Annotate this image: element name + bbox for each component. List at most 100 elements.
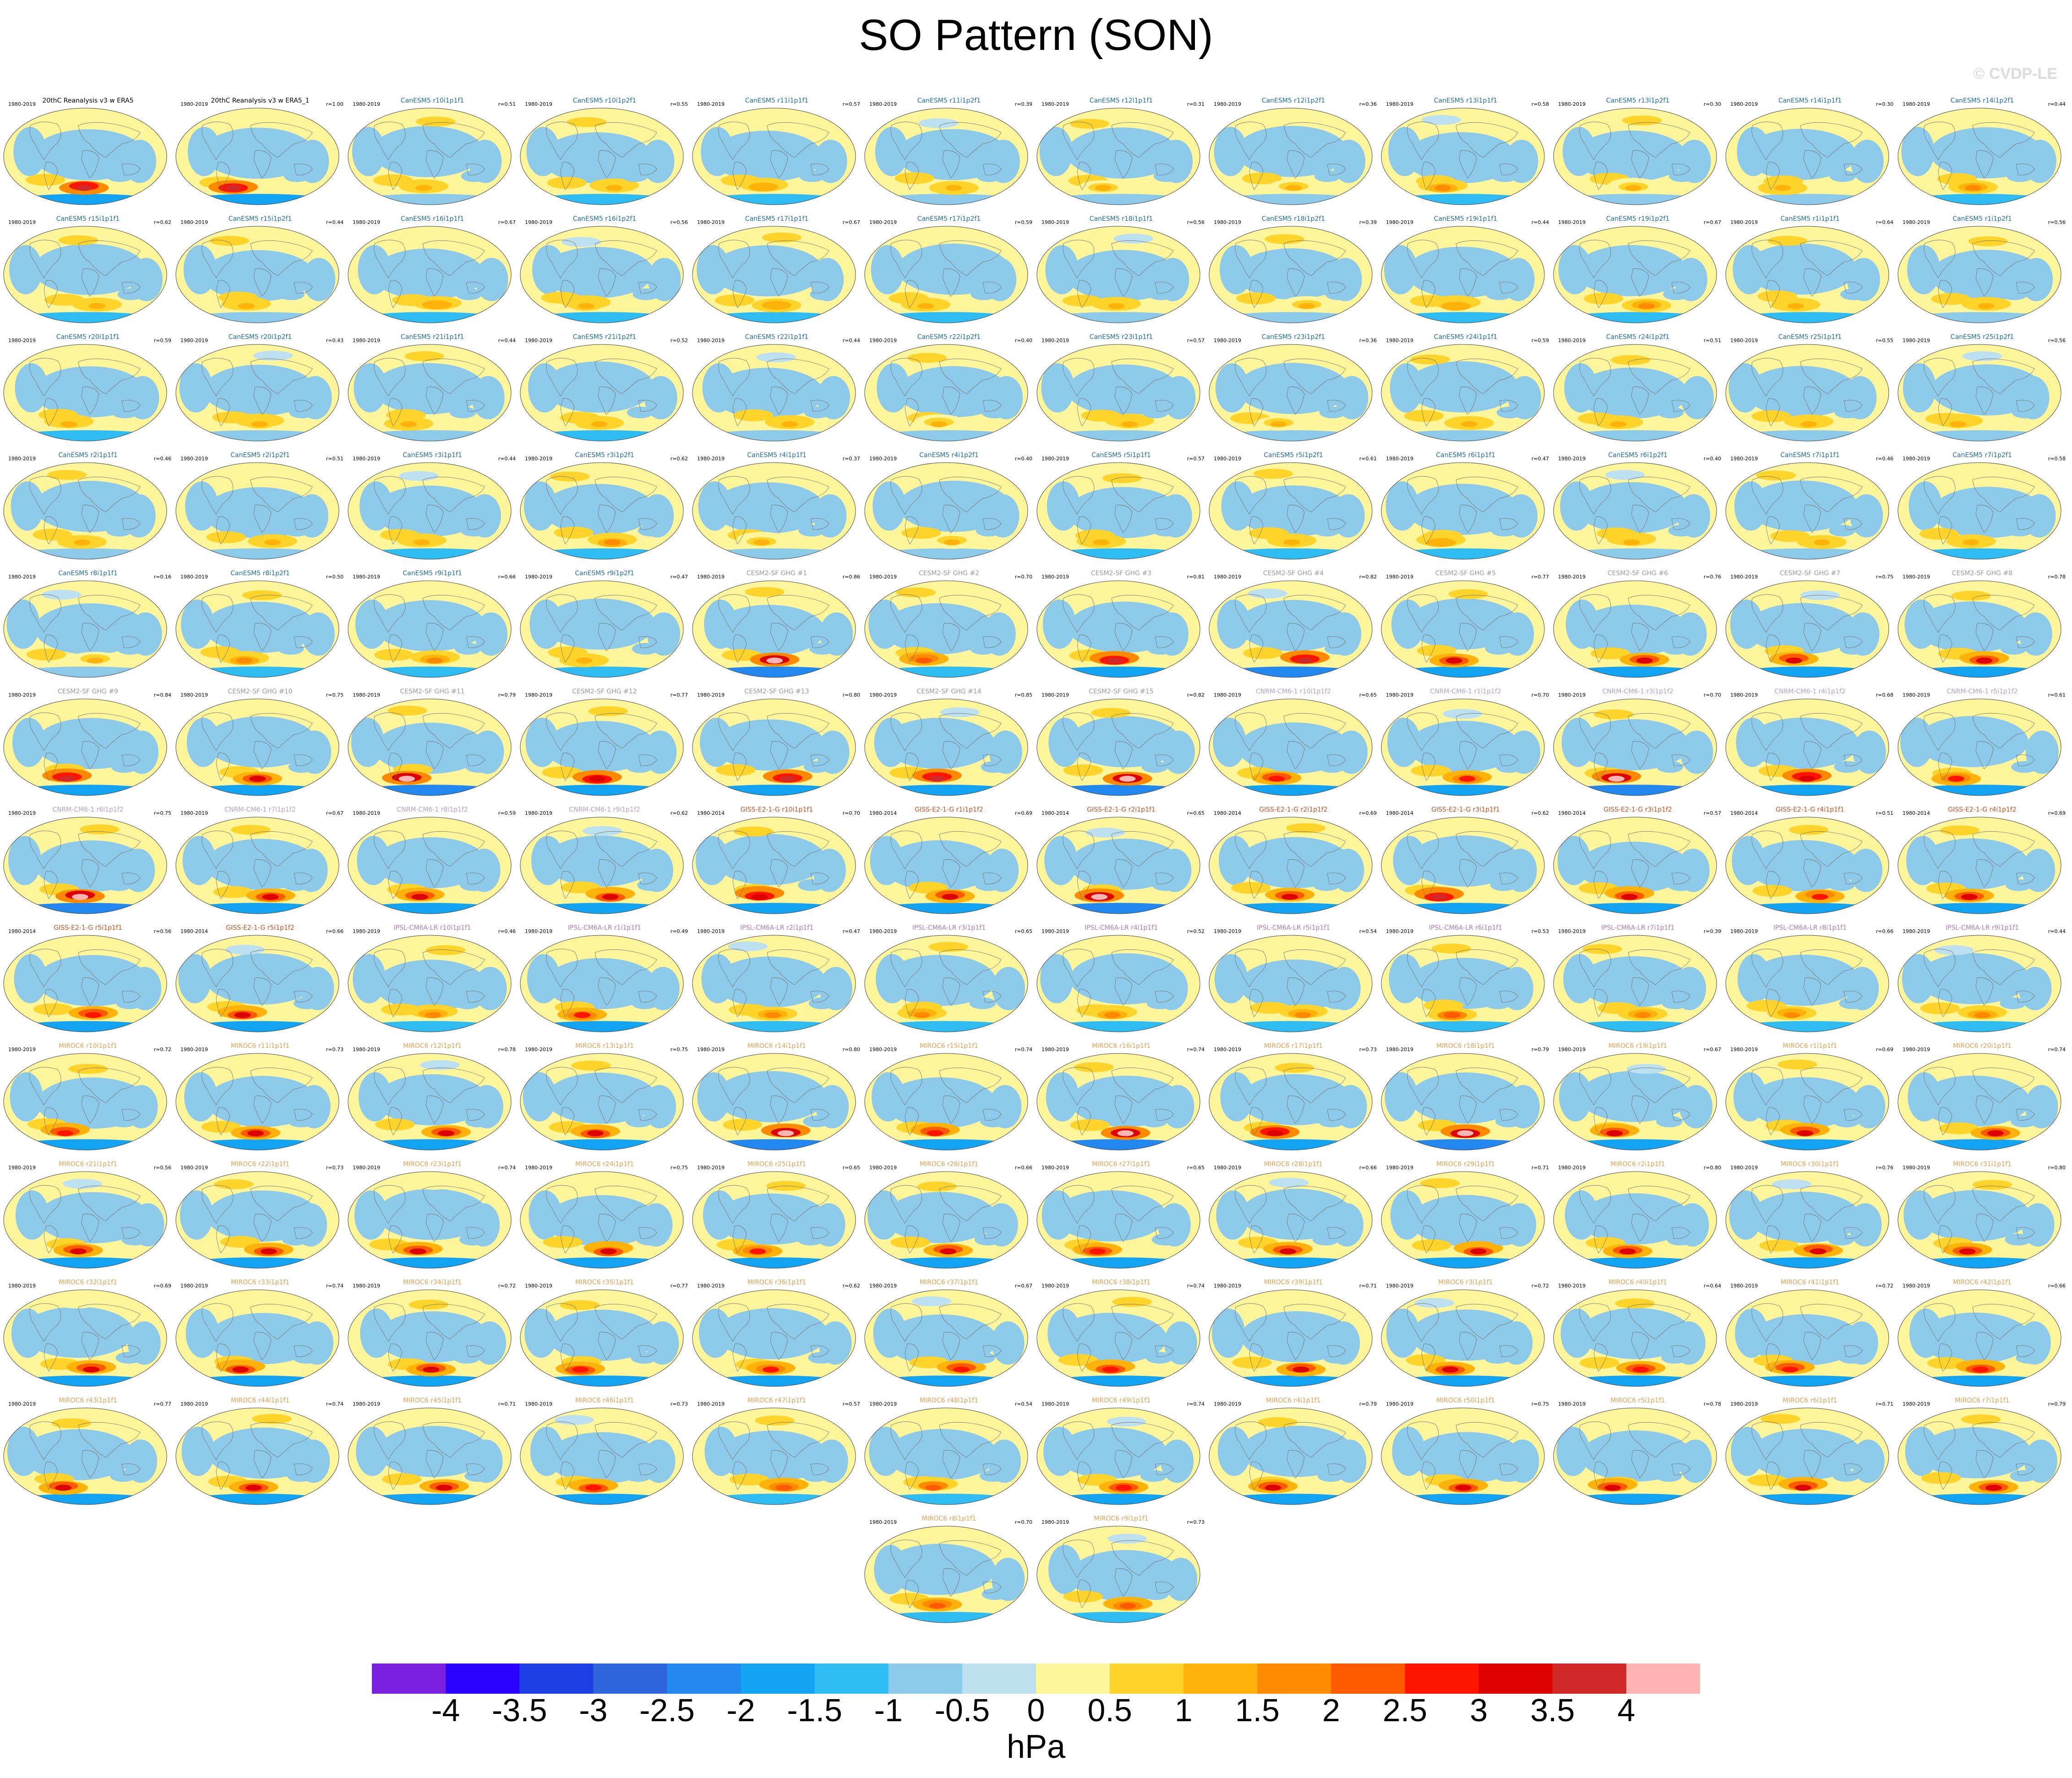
coastline [1407,594,1439,633]
negative-anomaly [523,1139,681,1150]
coastline [2016,164,2035,175]
coastline [1063,121,1095,160]
coastline [1975,623,1994,651]
panel-years: 1980-2019 [1041,219,1069,225]
coastline [29,1185,61,1224]
panel-title: GISS-E2-1-G r5i1p1f2 [226,924,294,932]
negative-anomaly [1113,234,1153,244]
coastline [1924,594,1956,633]
panel-years: 1980-2019 [1214,101,1241,107]
negative-anomaly [111,406,138,419]
coastline [81,977,99,1006]
panel-correlation: r=0.75 [670,1165,688,1171]
negative-anomaly [1390,363,1423,413]
map-svg [3,1053,167,1151]
positive-anomaly [1459,775,1476,782]
panel-title: CanESM5 r17i1p2f1 [917,215,981,223]
coastline [905,280,919,308]
map-svg [692,462,856,560]
map-outline [3,344,167,442]
coastline [1459,387,1477,415]
map-outline [1553,935,1717,1032]
map-outline [1209,698,1373,796]
map-svg [692,344,856,442]
map-panel: CNRM-CM6-1 r6i1p1f2 1980-2019 r=0.75 [3,805,173,915]
map-panel: CanESM5 r7i1p1f1 1980-2019 r=0.46 [1725,451,1895,561]
panel-correlation: r=0.67 [326,810,344,816]
negative-anomaly [1734,481,1767,531]
coastline [890,476,922,515]
negative-anomaly [1744,129,1856,180]
coastline [202,240,234,278]
coastline [1327,636,1346,648]
negative-anomaly [1147,643,1174,655]
map-outline [692,935,856,1032]
coastline [1800,594,1863,631]
negative-anomaly [1903,363,1936,413]
map-svg [864,462,1028,560]
negative-anomaly [358,1072,392,1122]
negative-anomaly [622,170,649,182]
coastline [594,476,657,513]
coastline [942,1096,960,1124]
map-panel: MIROC6 r8i1p1f1 1980-2019 r=0.70 [864,1514,1034,1624]
negative-anomaly [1384,245,1417,295]
positive-anomaly [409,1299,449,1310]
coastline [1579,830,1611,869]
positive-anomaly [58,235,98,245]
positive-anomaly [1461,421,1478,427]
positive-anomaly [47,470,87,480]
panel-correlation: r=0.57 [842,1401,860,1407]
coastline [81,741,99,769]
panel-title: IPSL-CM6A-LR r3i1p1f1 [912,924,986,932]
panel-years: 1980-2019 [1041,1165,1069,1171]
coastline [594,949,657,985]
colorbar-swatch [667,1663,742,1694]
coastline [202,949,234,987]
panel-title: CNRM-CM6-1 r7i1p1f2 [224,806,296,813]
positive-anomaly [231,825,271,835]
panel-title: CanESM5 r17i1p1f1 [745,215,809,223]
coastline [1803,387,1821,415]
negative-anomaly [713,719,825,771]
negative-anomaly [375,960,487,1011]
panel-correlation: r=0.65 [1014,928,1032,934]
coastline [294,873,313,884]
negative-anomaly [523,312,681,323]
coastline [2016,400,2035,412]
map-panel: GISS-E2-1-G r1i1p1f2 1980-2014 r=0.69 [864,805,1034,915]
panel-correlation: r=0.57 [1187,456,1205,462]
positive-anomaly [1265,234,1304,244]
negative-anomaly [1067,364,1179,416]
panel-years: 1980-2019 [1041,101,1069,107]
coastline [1766,634,1780,663]
coastline [810,754,829,766]
coastline [81,268,99,297]
coastline [1803,505,1821,533]
coastline [1155,754,1174,766]
negative-anomaly [804,406,831,419]
coastline [1800,476,1863,513]
negative-anomaly [1248,589,1287,599]
coastline [388,753,403,781]
panel-title: CanESM5 r21i1p2f1 [573,333,637,341]
panel-title: CanESM5 r8i1p1f1 [58,570,118,577]
panel-years: 1980-2014 [1558,810,1586,816]
map-outline [1898,108,2061,205]
map-svg [175,698,339,796]
coastline [560,753,575,781]
coastline [121,518,141,530]
negative-anomaly [1728,312,1887,323]
panel-years: 1980-2019 [180,1047,208,1053]
map-outline [1209,935,1373,1032]
negative-anomaly [803,1115,829,1128]
panel-correlation: r=0.77 [670,692,688,698]
positive-anomaly [1108,303,1125,309]
panel-correlation: r=0.82 [1187,692,1205,698]
map-svg [1381,698,1545,796]
negative-anomaly [523,903,681,914]
positive-anomaly [238,303,255,309]
positive-anomaly [409,1248,426,1254]
coastline [1407,830,1439,869]
map-svg [1036,462,1200,560]
